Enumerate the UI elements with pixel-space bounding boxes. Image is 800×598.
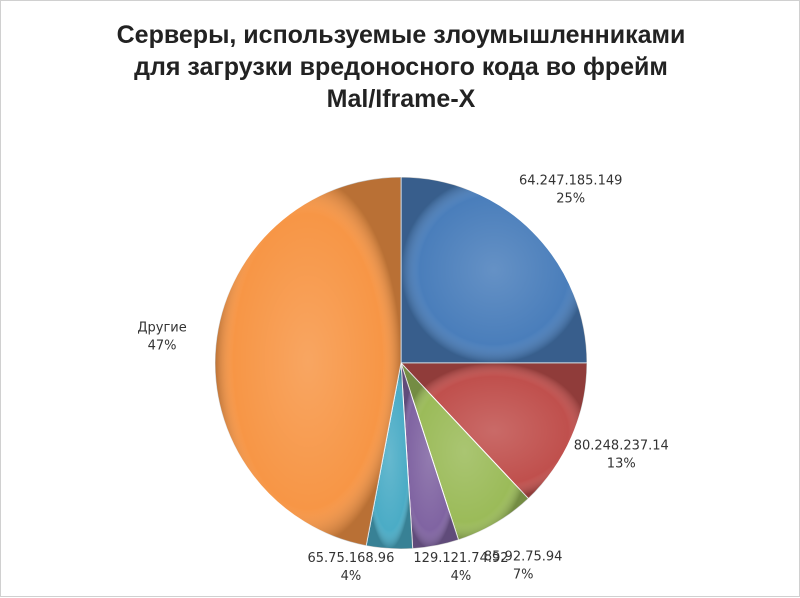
value-label: 13% — [607, 456, 636, 471]
category-label: 64.247.185.149 — [519, 173, 622, 188]
value-label: 25% — [556, 191, 585, 206]
value-label: 47% — [148, 338, 177, 353]
chart-title: Серверы, используемые злоумышленниками д… — [116, 21, 686, 113]
slice-label: 129.121.74.92 4% — [413, 551, 508, 584]
pie-slice — [214, 176, 402, 547]
slice-label: 64.247.185.149 25% — [519, 173, 622, 206]
slice-label: 85.92.75.94 7% — [484, 550, 563, 583]
category-label: Другие — [137, 320, 186, 335]
slice-label: 80.248.237.14 13% — [574, 438, 669, 471]
slice-label: Другие 47% — [137, 320, 186, 353]
value-label: 7% — [513, 568, 534, 583]
category-label: 80.248.237.14 — [574, 438, 669, 453]
category-label: 85.92.75.94 — [484, 550, 563, 565]
slice-label: 65.75.168.96 4% — [308, 551, 395, 584]
value-label: 4% — [451, 569, 472, 584]
category-label: 129.121.74.92 — [413, 551, 508, 566]
value-label: 4% — [341, 569, 362, 584]
category-label: 65.75.168.96 — [308, 551, 395, 566]
